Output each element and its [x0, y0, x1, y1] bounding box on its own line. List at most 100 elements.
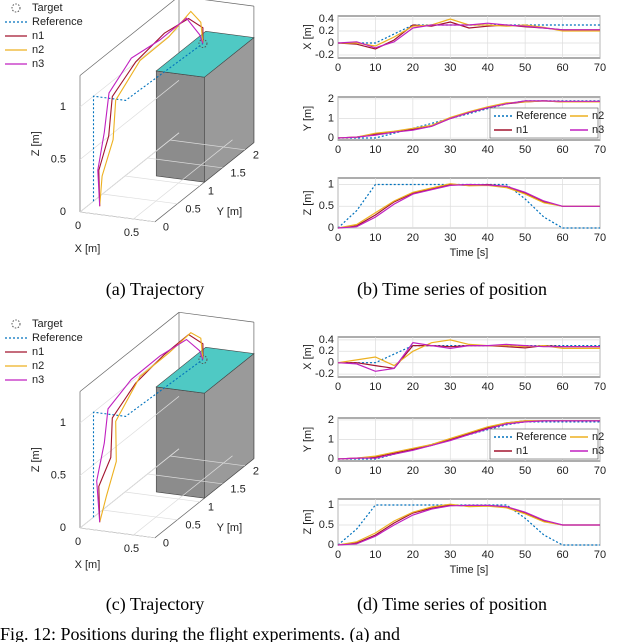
x-tick-label: 50 — [519, 62, 531, 74]
grid-line — [102, 193, 178, 205]
grid-line — [147, 157, 223, 169]
axis-frame — [204, 0, 254, 7]
legend-label: n2 — [32, 360, 44, 372]
x-axis-label: Time [s] — [450, 564, 489, 576]
x-tick-label: 10 — [369, 232, 381, 244]
x-tick-label: 0 — [335, 232, 341, 244]
legend-label: n3 — [32, 374, 44, 386]
y-tick-label: 0 — [328, 37, 334, 49]
trajectory — [98, 333, 204, 523]
series-line — [337, 339, 600, 367]
z-axis-label: Z [m] — [30, 131, 42, 156]
z-axis-label: Z [m] — [30, 447, 42, 472]
legend-label: n1 — [516, 124, 528, 136]
x-tick-label: 30 — [444, 465, 456, 477]
x-tick-label: 30 — [444, 62, 456, 74]
y-tick-label: 1 — [328, 433, 334, 445]
y-tick-label: 1 — [328, 178, 334, 190]
x-tick-label: 60 — [556, 549, 568, 561]
legend-box — [489, 428, 599, 460]
legend-label: Target — [32, 318, 63, 330]
grid-line — [79, 211, 155, 223]
x-tick-label: 50 — [519, 549, 531, 561]
grid-line — [147, 473, 223, 485]
x-tick-label: 40 — [482, 549, 494, 561]
platform-top — [155, 30, 255, 78]
x-tick-label: 60 — [556, 62, 568, 74]
x-tick-label: 20 — [407, 549, 419, 561]
y-tick-label: 2 — [253, 466, 259, 478]
y-tick-label: 2 — [328, 93, 334, 105]
panel-caption: (b) Time series of position — [357, 279, 547, 300]
grid-line — [102, 509, 178, 521]
y-tick-label: 0.4 — [319, 13, 334, 25]
y-tick-label: 0 — [328, 453, 334, 465]
plot-area — [337, 15, 601, 59]
series-line — [337, 22, 600, 49]
x-tick-label: 0 — [75, 220, 81, 232]
x-tick-label: 0 — [335, 549, 341, 561]
x-tick-label: 50 — [519, 232, 531, 244]
x-tick-label: 40 — [482, 232, 494, 244]
y-tick-label: 1.5 — [230, 484, 245, 496]
y-axis-label: Z [m] — [302, 190, 314, 215]
x-tick-label: 50 — [519, 381, 531, 393]
series-line — [337, 183, 600, 229]
legend-label: Target — [32, 2, 63, 14]
x-tick-label: 50 — [519, 144, 531, 156]
trajectory — [97, 17, 204, 207]
y-tick-label: 0.5 — [319, 200, 334, 212]
x-tick-label: 0 — [335, 465, 341, 477]
x-tick-label: 20 — [407, 465, 419, 477]
y-tick-label: 1 — [208, 502, 214, 514]
y-tick-label: 1.5 — [230, 168, 245, 180]
x-tick-label: 70 — [594, 232, 606, 244]
x-tick-label: 40 — [482, 465, 494, 477]
x-tick-label: 30 — [444, 144, 456, 156]
x-tick-label: 0.5 — [124, 227, 139, 239]
trajectory — [99, 332, 204, 523]
y-tick-label: 0 — [328, 132, 334, 144]
y-tick-label: 1 — [328, 112, 334, 124]
x-tick-label: 70 — [594, 465, 606, 477]
series-line — [337, 183, 600, 229]
x-tick-label: 20 — [407, 381, 419, 393]
legend-label: n2 — [32, 44, 44, 56]
x-axis-label: X [m] — [75, 243, 101, 255]
x-axis-label: X [m] — [75, 559, 101, 571]
legend-swatch — [11, 319, 21, 329]
series-line — [337, 342, 600, 372]
y-axis-label: Y [m] — [302, 106, 314, 131]
x-tick-label: 60 — [556, 232, 568, 244]
x-axis-label: Time [s] — [450, 247, 489, 259]
z-tick-label: 0.5 — [51, 469, 66, 481]
y-tick-label: 0.5 — [185, 204, 200, 216]
trajectory — [96, 338, 204, 523]
x-tick-label: 40 — [482, 381, 494, 393]
legend-label: n3 — [32, 58, 44, 70]
x-tick-label: 0 — [335, 381, 341, 393]
y-tick-label: 0 — [328, 222, 334, 234]
y-tick-label: 0 — [163, 222, 169, 234]
legend-label: n2 — [592, 431, 604, 443]
y-axis-label: Z [m] — [302, 509, 314, 534]
x-tick-label: 70 — [594, 549, 606, 561]
grid-line — [124, 491, 200, 503]
z-tick-label: 1 — [60, 417, 66, 429]
x-tick-label: 0.5 — [124, 543, 139, 555]
x-tick-label: 60 — [556, 381, 568, 393]
axis-frame — [79, 0, 175, 76]
trajectory — [92, 359, 204, 518]
platform-face — [155, 386, 205, 499]
x-tick-label: 70 — [594, 62, 606, 74]
legend-label: n2 — [592, 110, 604, 122]
grid-line — [79, 396, 180, 476]
x-tick-label: 50 — [519, 465, 531, 477]
x-tick-label: 70 — [594, 144, 606, 156]
x-tick-label: 0 — [75, 536, 81, 548]
series-line — [337, 420, 600, 460]
grid-line — [79, 527, 155, 539]
axis-frame — [79, 312, 180, 392]
panel-caption: (d) Time series of position — [357, 594, 547, 615]
